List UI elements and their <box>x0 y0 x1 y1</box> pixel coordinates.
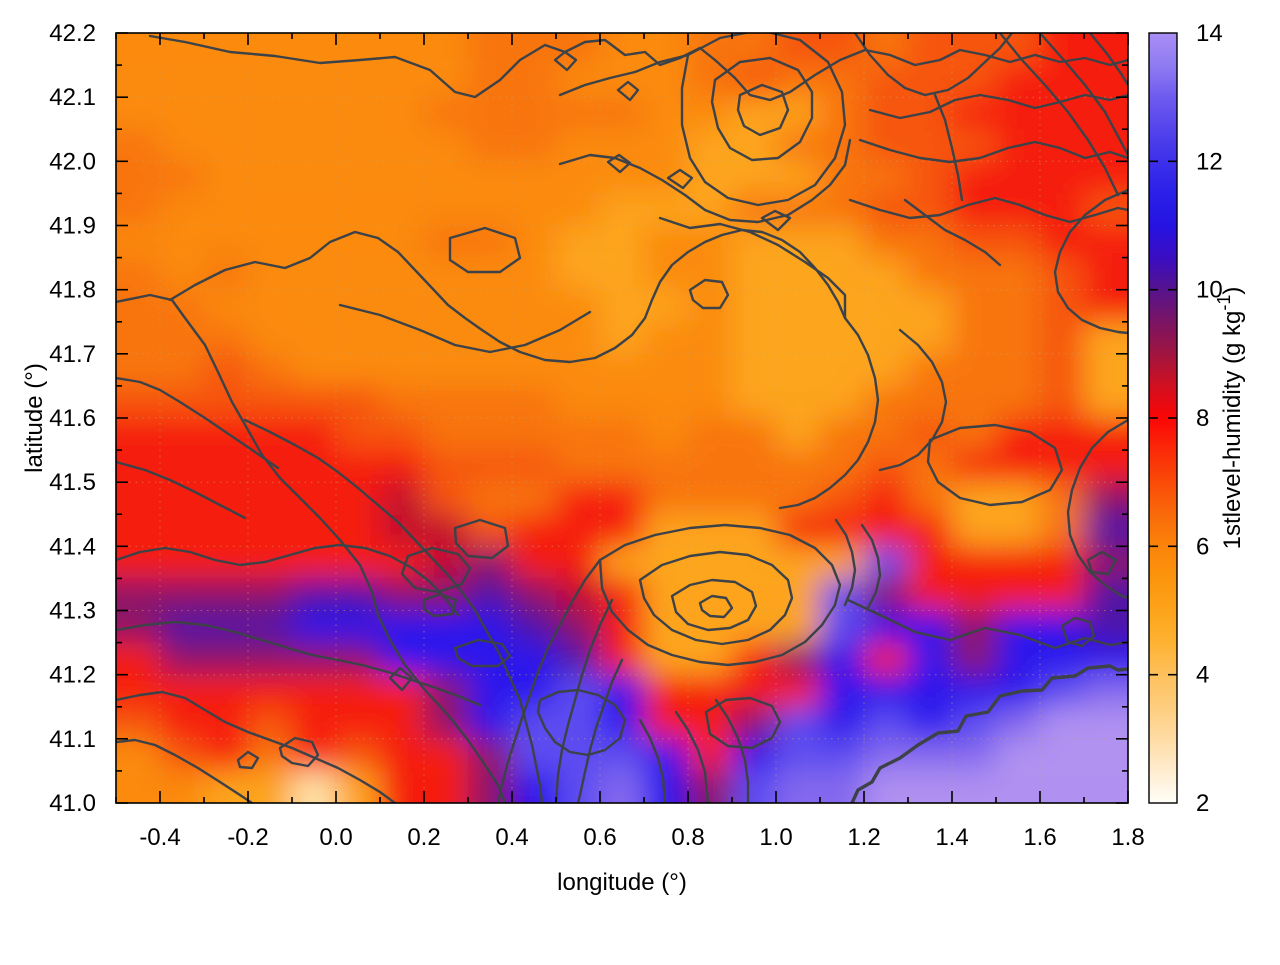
svg-text:1.2: 1.2 <box>847 824 880 851</box>
svg-text:41.9: 41.9 <box>49 213 96 240</box>
svg-text:-0.2: -0.2 <box>227 824 268 851</box>
svg-text:41.8: 41.8 <box>49 277 96 304</box>
svg-text:longitude (°): longitude (°) <box>557 869 687 896</box>
svg-text:8: 8 <box>1196 405 1209 432</box>
svg-text:42.0: 42.0 <box>49 148 96 175</box>
svg-text:-0.4: -0.4 <box>139 824 180 851</box>
svg-text:1.6: 1.6 <box>1023 824 1056 851</box>
svg-text:2: 2 <box>1196 790 1209 817</box>
svg-text:14: 14 <box>1196 20 1223 47</box>
svg-text:0.0: 0.0 <box>319 824 352 851</box>
svg-text:6: 6 <box>1196 533 1209 560</box>
svg-text:41.3: 41.3 <box>49 598 96 625</box>
svg-text:41.4: 41.4 <box>49 533 96 560</box>
svg-text:1.4: 1.4 <box>935 824 968 851</box>
svg-text:4: 4 <box>1196 662 1209 689</box>
svg-text:10: 10 <box>1196 277 1223 304</box>
svg-text:0.2: 0.2 <box>407 824 440 851</box>
svg-text:0.6: 0.6 <box>583 824 616 851</box>
svg-text:0.4: 0.4 <box>495 824 528 851</box>
svg-text:42.1: 42.1 <box>49 84 96 111</box>
svg-text:41.5: 41.5 <box>49 469 96 496</box>
svg-text:41.0: 41.0 <box>49 790 96 817</box>
svg-text:41.6: 41.6 <box>49 405 96 432</box>
svg-text:41.7: 41.7 <box>49 341 96 368</box>
svg-text:latitude (°): latitude (°) <box>21 363 48 473</box>
svg-text:1.8: 1.8 <box>1111 824 1144 851</box>
svg-text:1stlevel-humidity (g kg-1): 1stlevel-humidity (g kg-1) <box>1214 287 1246 550</box>
svg-text:42.2: 42.2 <box>49 20 96 47</box>
svg-text:12: 12 <box>1196 148 1223 175</box>
svg-text:1.0: 1.0 <box>759 824 792 851</box>
svg-text:0.8: 0.8 <box>671 824 704 851</box>
svg-text:41.1: 41.1 <box>49 726 96 753</box>
svg-text:41.2: 41.2 <box>49 662 96 689</box>
